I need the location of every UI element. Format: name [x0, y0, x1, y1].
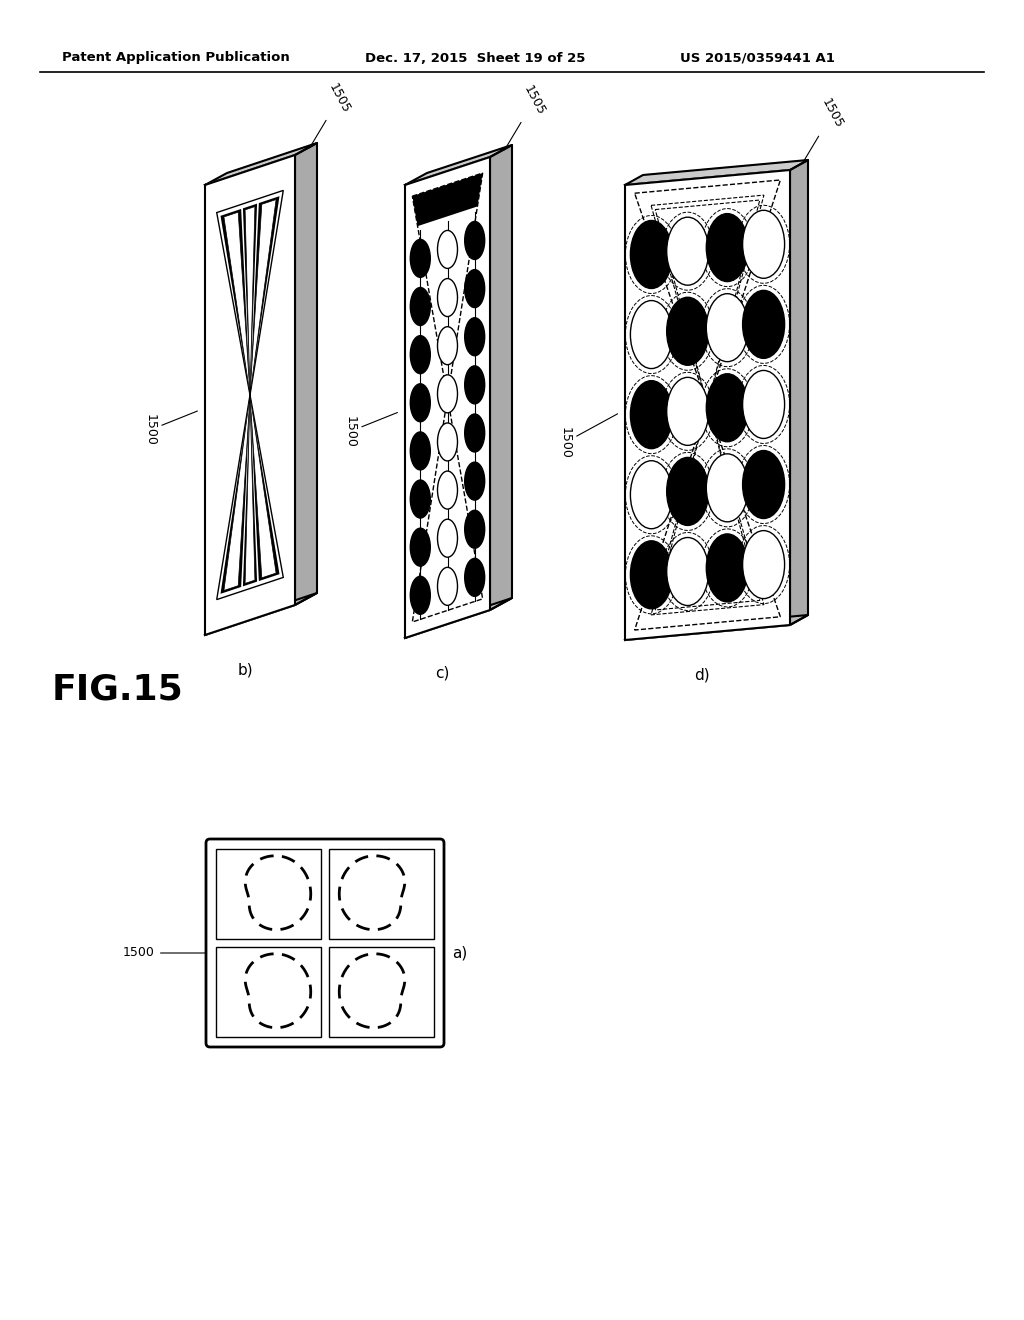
- Text: 1500: 1500: [558, 414, 617, 458]
- Ellipse shape: [437, 375, 458, 413]
- Text: 1505: 1505: [505, 83, 548, 149]
- Polygon shape: [406, 145, 512, 185]
- Polygon shape: [790, 160, 808, 624]
- Ellipse shape: [707, 214, 749, 281]
- Ellipse shape: [465, 318, 484, 355]
- Ellipse shape: [465, 222, 484, 260]
- Polygon shape: [243, 203, 257, 586]
- Polygon shape: [625, 170, 790, 640]
- Polygon shape: [413, 173, 482, 226]
- Polygon shape: [635, 180, 780, 630]
- Text: Patent Application Publication: Patent Application Publication: [62, 51, 290, 65]
- Ellipse shape: [742, 371, 784, 438]
- Ellipse shape: [411, 480, 430, 517]
- Ellipse shape: [437, 326, 458, 364]
- Polygon shape: [651, 195, 764, 615]
- Ellipse shape: [437, 568, 458, 606]
- Ellipse shape: [465, 366, 484, 404]
- FancyBboxPatch shape: [216, 849, 321, 939]
- Ellipse shape: [707, 533, 749, 602]
- Polygon shape: [224, 213, 276, 578]
- Ellipse shape: [707, 293, 749, 362]
- Text: Dec. 17, 2015  Sheet 19 of 25: Dec. 17, 2015 Sheet 19 of 25: [365, 51, 586, 65]
- Ellipse shape: [667, 297, 709, 366]
- Ellipse shape: [437, 279, 458, 317]
- Ellipse shape: [667, 537, 709, 606]
- Ellipse shape: [742, 531, 784, 598]
- Ellipse shape: [631, 541, 673, 609]
- Polygon shape: [625, 160, 808, 185]
- Ellipse shape: [742, 290, 784, 358]
- Polygon shape: [655, 201, 760, 610]
- Text: b): b): [238, 663, 253, 677]
- Polygon shape: [205, 593, 317, 635]
- Ellipse shape: [742, 450, 784, 519]
- Polygon shape: [217, 190, 284, 599]
- Ellipse shape: [631, 461, 673, 529]
- Ellipse shape: [411, 288, 430, 326]
- Ellipse shape: [667, 378, 709, 445]
- Ellipse shape: [437, 519, 458, 557]
- Ellipse shape: [667, 458, 709, 525]
- Ellipse shape: [742, 210, 784, 279]
- Ellipse shape: [411, 384, 430, 422]
- Text: 1500: 1500: [343, 413, 397, 447]
- Ellipse shape: [465, 269, 484, 308]
- Ellipse shape: [465, 558, 484, 597]
- Ellipse shape: [437, 231, 458, 268]
- Ellipse shape: [465, 414, 484, 451]
- Ellipse shape: [411, 577, 430, 614]
- Ellipse shape: [707, 454, 749, 521]
- Ellipse shape: [667, 218, 709, 285]
- FancyBboxPatch shape: [206, 840, 444, 1047]
- Text: 1505: 1505: [802, 96, 845, 164]
- Polygon shape: [220, 197, 280, 594]
- Ellipse shape: [631, 380, 673, 449]
- Ellipse shape: [465, 511, 484, 548]
- Ellipse shape: [411, 335, 430, 374]
- Text: 1500: 1500: [143, 411, 198, 446]
- Text: 1500: 1500: [123, 946, 207, 960]
- Text: 1505: 1505: [309, 81, 352, 148]
- Ellipse shape: [437, 422, 458, 461]
- FancyBboxPatch shape: [216, 946, 321, 1038]
- Text: a): a): [452, 945, 467, 961]
- Ellipse shape: [707, 374, 749, 442]
- Text: d): d): [694, 668, 710, 682]
- Polygon shape: [295, 143, 317, 605]
- Polygon shape: [220, 209, 280, 581]
- Polygon shape: [625, 615, 808, 640]
- Ellipse shape: [437, 471, 458, 510]
- Ellipse shape: [631, 301, 673, 368]
- Text: c): c): [435, 665, 450, 681]
- Ellipse shape: [465, 462, 484, 500]
- Text: FIG.15: FIG.15: [52, 673, 183, 708]
- Ellipse shape: [411, 432, 430, 470]
- FancyBboxPatch shape: [329, 946, 434, 1038]
- Text: US 2015/0359441 A1: US 2015/0359441 A1: [680, 51, 835, 65]
- Polygon shape: [224, 199, 276, 590]
- Polygon shape: [245, 207, 255, 583]
- Ellipse shape: [631, 220, 673, 289]
- Polygon shape: [413, 173, 482, 622]
- Polygon shape: [205, 143, 317, 185]
- Polygon shape: [490, 145, 512, 610]
- FancyBboxPatch shape: [329, 849, 434, 939]
- Polygon shape: [406, 157, 490, 638]
- Polygon shape: [205, 154, 295, 635]
- Ellipse shape: [411, 528, 430, 566]
- Polygon shape: [406, 598, 512, 638]
- Ellipse shape: [411, 239, 430, 277]
